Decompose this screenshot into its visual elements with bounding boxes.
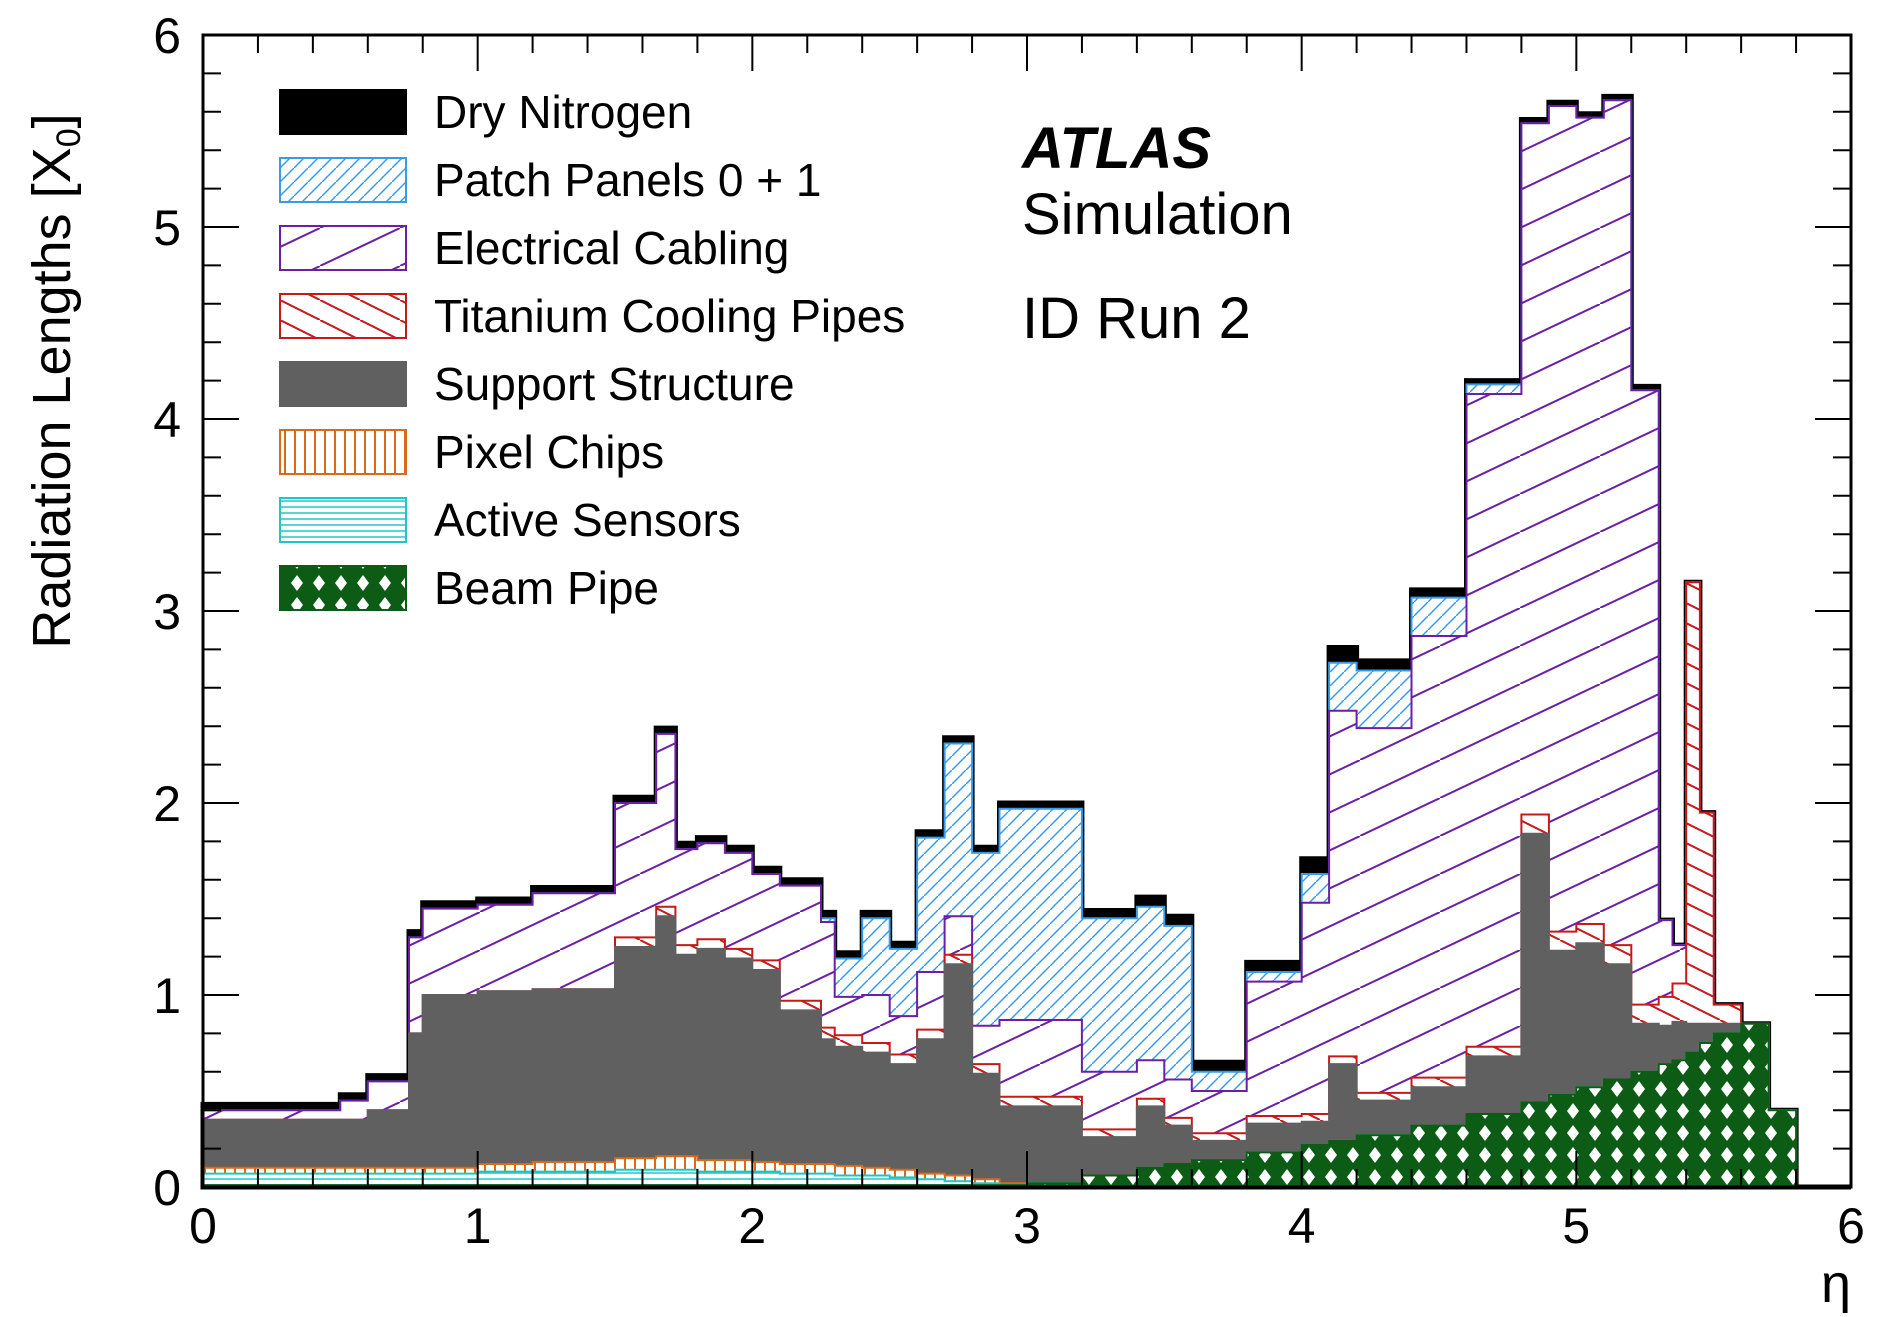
legend-swatch: [279, 361, 407, 407]
experiment-label: ATLAS: [1020, 116, 1211, 181]
legend-swatch: [279, 497, 407, 543]
legend-label: Support Structure: [434, 358, 795, 410]
axis-ticks: 0 1 2 3 4 5 6 0 1 2 3 4 5 6: [153, 8, 1865, 1254]
y-axis-title-subscript: 0: [50, 128, 88, 147]
legend-label: Dry Nitrogen: [434, 86, 692, 138]
x-tick-label: 6: [1837, 1198, 1865, 1254]
y-axis-title-text: Radiation Lengths [X: [22, 147, 82, 648]
x-tick-label: 0: [189, 1198, 217, 1254]
x-axis-title: η: [1821, 1254, 1851, 1314]
series-beam-pipe: [202, 1022, 1851, 1188]
x-tick-label: 3: [1013, 1198, 1041, 1254]
y-axis-title-close: ]: [22, 113, 82, 128]
x-tick-label: 4: [1288, 1198, 1316, 1254]
y-tick-label: 3: [153, 584, 181, 640]
legend-label: Beam Pipe: [434, 562, 659, 614]
x-tick-label: 1: [464, 1198, 492, 1254]
x-tick-label: 2: [738, 1198, 766, 1254]
legend-swatch: [279, 293, 407, 339]
legend-label: Titanium Cooling Pipes: [434, 290, 905, 342]
simulation-label: Simulation: [1022, 182, 1293, 247]
series-support-structure: [202, 832, 1851, 1188]
svg-text:Radiation Lengths [X0]: Radiation Lengths [X0]: [22, 113, 88, 648]
y-tick-label: 0: [153, 1160, 181, 1216]
legend-label: Active Sensors: [434, 494, 741, 546]
y-tick-label: 1: [153, 968, 181, 1024]
y-axis-title: Radiation Lengths [X0]: [22, 113, 88, 648]
legend-label: Patch Panels 0 + 1: [434, 154, 821, 206]
legend-swatch: [279, 225, 407, 271]
legend-swatch: [279, 429, 407, 475]
y-tick-label: 2: [153, 776, 181, 832]
legend-swatch: [279, 565, 407, 611]
legend-swatch: [279, 89, 407, 135]
legend: Dry Nitrogen Patch Panels 0 + 1 Electrical…: [279, 86, 905, 614]
y-tick-label: 6: [153, 8, 181, 64]
legend-label: Electrical Cabling: [434, 222, 789, 274]
series-layer: [200, 93, 1851, 1190]
y-tick-label: 4: [153, 392, 181, 448]
x-tick-label: 5: [1562, 1198, 1590, 1254]
legend-swatch: [279, 157, 407, 203]
run-label: ID Run 2: [1022, 286, 1251, 351]
y-tick-label: 5: [153, 200, 181, 256]
series-electrical-cabling: [202, 99, 1851, 1188]
legend-label: Pixel Chips: [434, 426, 664, 478]
